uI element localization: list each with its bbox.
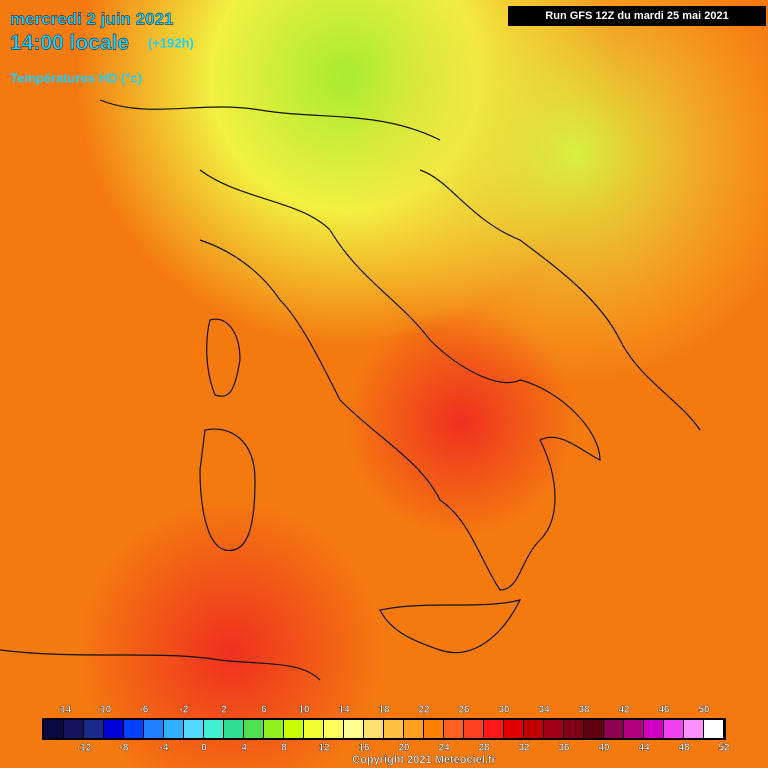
legend-swatch <box>104 720 123 738</box>
legend-swatch <box>124 720 143 738</box>
legend-tick-label: 6 <box>261 705 267 716</box>
legend-swatch <box>644 720 663 738</box>
legend-tick-label: 32 <box>518 743 530 754</box>
legend-swatch <box>204 720 223 738</box>
legend-swatch <box>224 720 243 738</box>
legend-swatch <box>144 720 163 738</box>
legend-swatch <box>684 720 703 738</box>
legend-tick-label: -2 <box>180 705 189 716</box>
legend-swatch <box>464 720 483 738</box>
legend-swatch <box>504 720 523 738</box>
field-label: Températures HD (°c) <box>10 70 142 85</box>
legend-swatch <box>544 720 563 738</box>
date-label: mercredi 2 juin 2021 <box>10 9 173 28</box>
legend-swatch <box>84 720 103 738</box>
legend-swatch <box>44 720 63 738</box>
legend-tick-label: 40 <box>598 743 610 754</box>
legend-tick-label: 14 <box>338 705 350 716</box>
legend-tick-label: -6 <box>140 705 149 716</box>
legend-swatch <box>164 720 183 738</box>
legend-tick-label: 10 <box>298 705 310 716</box>
legend-tick-label: -8 <box>120 743 129 754</box>
legend-tick-label: 44 <box>638 743 650 754</box>
legend-tick-label: 36 <box>558 743 570 754</box>
run-box <box>508 6 766 26</box>
copyright: Copyright 2021 Meteociel.fr <box>352 754 496 766</box>
legend-tick-label: 4 <box>241 743 247 754</box>
legend-swatch <box>444 720 463 738</box>
legend-tick-label: 12 <box>318 743 330 754</box>
legend: -14-12-10-8-6-4-202468101214161820222426… <box>42 704 730 754</box>
legend-tick-label: 26 <box>458 705 470 716</box>
legend-swatch <box>524 720 543 738</box>
coastlines <box>0 99 701 681</box>
legend-tick-label: 34 <box>538 705 550 716</box>
legend-tick-label: 50 <box>698 705 710 716</box>
legend-tick-label: 22 <box>418 705 430 716</box>
legend-tick-label: 28 <box>478 743 490 754</box>
legend-swatch <box>404 720 423 738</box>
legend-swatch <box>664 720 683 738</box>
legend-tick-label: -14 <box>57 705 72 716</box>
legend-tick-label: 42 <box>618 705 630 716</box>
legend-swatch <box>384 720 403 738</box>
legend-tick-label: 30 <box>498 705 510 716</box>
legend-tick-label: 24 <box>438 743 450 754</box>
legend-swatch <box>624 720 643 738</box>
legend-swatch <box>304 720 323 738</box>
legend-tick-label: -10 <box>97 705 112 716</box>
legend-tick-label: 46 <box>658 705 670 716</box>
legend-swatch <box>564 720 583 738</box>
legend-tick-label: 8 <box>281 743 287 754</box>
legend-swatch <box>344 720 363 738</box>
run-label: Run GFS 12Z du mardi 25 mai 2021 <box>545 10 728 22</box>
legend-swatch <box>64 720 83 738</box>
legend-swatch <box>424 720 443 738</box>
legend-swatch <box>284 720 303 738</box>
legend-tick-label: 18 <box>378 705 390 716</box>
legend-tick-label: 20 <box>398 743 410 754</box>
legend-swatch <box>584 720 603 738</box>
legend-swatch <box>244 720 263 738</box>
legend-tick-label: 38 <box>578 705 590 716</box>
legend-tick-label: -12 <box>77 743 92 754</box>
legend-swatch <box>184 720 203 738</box>
legend-tick-label: 2 <box>221 705 227 716</box>
legend-tick-label: -4 <box>160 743 169 754</box>
legend-tick-label: 48 <box>678 743 690 754</box>
legend-swatch <box>264 720 283 738</box>
legend-swatch <box>604 720 623 738</box>
legend-tick-label: 52 <box>718 743 730 754</box>
lead-label: (+192h) <box>148 35 194 50</box>
legend-swatch <box>324 720 343 738</box>
legend-swatch <box>484 720 503 738</box>
time-label: 14:00 locale <box>10 32 129 55</box>
legend-swatch <box>704 720 723 738</box>
legend-tick-label: 0 <box>201 743 207 754</box>
legend-swatch <box>364 720 383 738</box>
legend-tick-label: 16 <box>358 743 370 754</box>
